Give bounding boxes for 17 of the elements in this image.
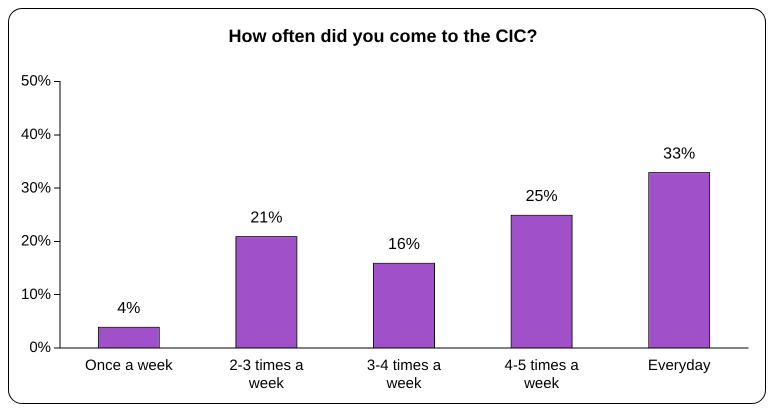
- y-tick-label: 50%: [20, 72, 52, 90]
- x-tick-label: Once a week: [85, 357, 174, 374]
- y-tick-label: 40%: [20, 126, 52, 144]
- data-label: 25%: [526, 188, 558, 206]
- y-tick-label: 20%: [20, 232, 52, 250]
- y-tick-label: 10%: [20, 286, 52, 303]
- x-tick-label: 4-5 times a week: [504, 357, 580, 392]
- x-tick-label: 2-3 times a week: [229, 357, 304, 392]
- data-label: 16%: [388, 236, 420, 254]
- x-tick-label: Everyday: [648, 357, 711, 374]
- data-label: 4%: [117, 300, 140, 318]
- y-tick-label: 30%: [20, 179, 52, 196]
- chart-title: How often did you come to the CIC?: [228, 26, 538, 46]
- x-tick-label: 3-4 times a week: [366, 357, 442, 392]
- y-tick-label: 0%: [29, 339, 52, 356]
- data-label: 33%: [663, 146, 696, 163]
- data-label: 21%: [250, 210, 282, 227]
